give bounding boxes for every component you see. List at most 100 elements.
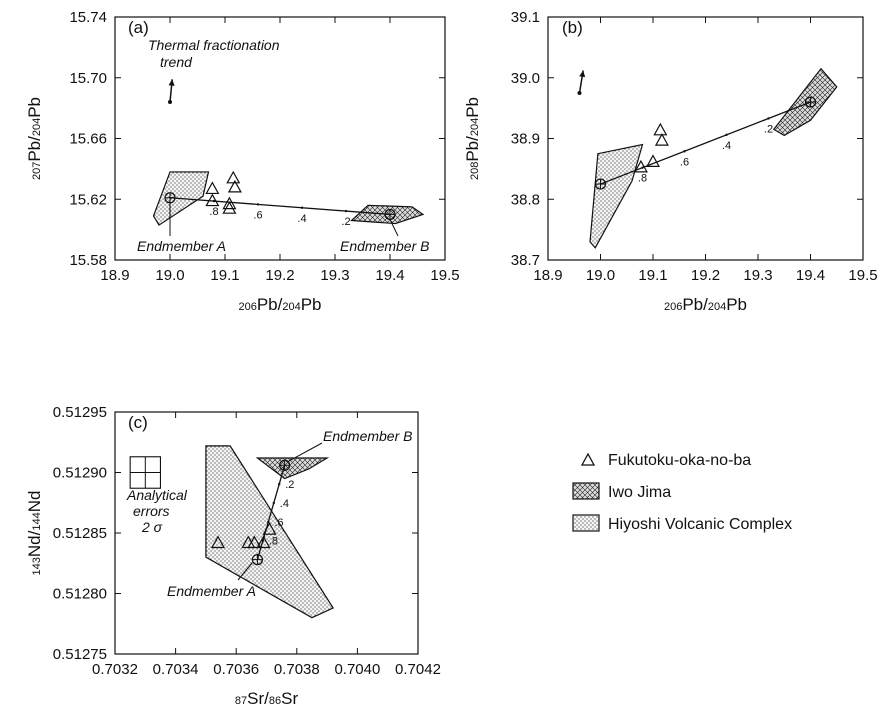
x-tick-label: 19.4 (796, 267, 825, 284)
y-tick-label: 0.51280 (53, 586, 107, 603)
mixing-tick-label: .6 (274, 517, 283, 529)
mixing-line (256, 465, 286, 560)
endmember-b-marker (384, 208, 396, 221)
mixing-tick-label: .6 (253, 209, 262, 221)
fukutoku-point (205, 181, 220, 195)
panel-b: 18.9 19.0 19.1 19.2 19.3 19.4 19.5 38.7 38.8 38.9… (463, 9, 878, 314)
mixing-line (600, 101, 811, 185)
mixing-tick-mark (767, 117, 770, 120)
mixing-tick-mark (278, 482, 281, 486)
legend-label-iwo-jima: Iwo Jima (608, 484, 671, 501)
endmember-b-marker (804, 96, 817, 108)
legend-label-fukutoku: Fukutoku-oka-no-ba (608, 452, 751, 469)
x-tick-label: 0.7042 (395, 661, 441, 678)
mixing-tick-mark (212, 199, 216, 203)
y-axis-label: 208Pb/204Pb (463, 97, 482, 180)
y-axis-label: 143Nd/144Nd (25, 491, 44, 576)
hiyoshi-field (589, 143, 644, 249)
x-tick-label: 19.2 (691, 267, 720, 284)
mixing-tick-mark (641, 166, 644, 169)
fukutoku-point (222, 196, 237, 210)
thermal-trend-label: Thermal fractionation (148, 37, 280, 53)
mixing-tick-mark (256, 203, 260, 206)
mixing-line (169, 197, 391, 216)
mixing-tick-label: .4 (280, 498, 289, 510)
endmember-b-leader (288, 442, 323, 462)
panel-tag: (a) (128, 18, 149, 37)
mixing-tick-label: .4 (722, 140, 731, 152)
legend-item-iwo-jima: Iwo Jima (572, 482, 671, 501)
y-tick-label: 0.51290 (53, 465, 107, 482)
x-tick-label: 19.0 (155, 267, 184, 284)
mixing-tick-mark (344, 209, 348, 213)
endmember-a-marker (251, 554, 264, 566)
legend-crosshatch-icon (572, 482, 600, 500)
x-tick-label: 19.3 (743, 267, 772, 284)
legend-item-fukutoku: Fukutoku-oka-no-ba (580, 452, 751, 469)
endmember-b-leader (389, 219, 399, 237)
x-tick-label: 19.1 (638, 267, 667, 284)
panel-c: 0.7032 0.7034 0.7036 0.7038 0.7040 0.7042 0.51… (25, 404, 441, 708)
y-tick-label: 0.51275 (53, 646, 107, 663)
fukutoku-point (211, 535, 226, 549)
y-tick-label: 39.1 (511, 9, 540, 26)
fukutoku-point (205, 193, 220, 207)
x-tick-label: 19.2 (265, 267, 294, 284)
mixing-tick-mark (272, 501, 275, 505)
endmember-a-marker (594, 178, 607, 190)
y-tick-label: 15.66 (69, 131, 107, 148)
hiyoshi-field (205, 445, 335, 619)
x-tick-label: 19.4 (375, 267, 404, 284)
fukutoku-point (247, 535, 262, 549)
x-tick-label: 18.9 (533, 267, 562, 284)
x-tick-label: 0.7040 (334, 661, 380, 678)
x-axis-label: 206Pb/204Pb (238, 295, 321, 314)
fukutoku-point (633, 159, 648, 173)
y-tick-label: 39.0 (511, 70, 540, 87)
analytical-errors-label-2: errors (133, 503, 170, 519)
y-tick-label: 15.58 (69, 252, 107, 269)
fukutoku-point (256, 535, 271, 549)
y-tick-label: 15.62 (69, 191, 107, 208)
endmember-b-label: Endmember B (340, 238, 429, 254)
x-tick-label: 0.7034 (153, 661, 199, 678)
fukutoku-point (222, 201, 237, 214)
endmember-a-marker (164, 192, 176, 204)
mixing-tick-label: .6 (680, 156, 689, 168)
iwo-jima-field (255, 457, 330, 480)
mixing-tick-mark (300, 206, 304, 209)
trend-arrow-head (579, 70, 586, 78)
mixing-tick-label: .8 (638, 173, 647, 185)
trend-arrow-head (168, 79, 175, 86)
legend: Fukutoku-oka-no-ba Iwo Jima Hiyoshi Volc… (572, 452, 792, 533)
legend-item-hiyoshi: Hiyoshi Volcanic Complex (572, 514, 792, 533)
endmember-b-marker (279, 459, 291, 471)
mixing-tick-mark (267, 520, 270, 524)
endmember-a-label: Endmember A (167, 583, 256, 599)
x-tick-label: 18.9 (100, 267, 129, 284)
analytical-errors-label: Analytical (126, 487, 188, 503)
fukutoku-point (654, 133, 669, 146)
x-tick-label: 0.7032 (92, 661, 138, 678)
fukutoku-point (226, 170, 241, 184)
x-tick-label: 19.3 (320, 267, 349, 284)
x-tick-label: 0.7038 (274, 661, 320, 678)
y-tick-label: 38.7 (511, 252, 540, 269)
analytical-errors-sigma: 2 σ (141, 519, 163, 535)
endmember-b-label: Endmember B (323, 428, 412, 444)
endmember-a-leader (237, 562, 253, 581)
mixing-tick-label: .8 (269, 536, 278, 548)
y-tick-label: 15.74 (69, 9, 107, 26)
thermal-trend-label-2: trend (160, 54, 193, 70)
panel-a: 18.9 19.0 19.1 19.2 19.3 19.4 19.5 15.58 15.62 15… (25, 9, 460, 314)
x-tick-label: 19.5 (848, 267, 877, 284)
panel-tag: (b) (562, 18, 583, 37)
mixing-tick-mark (261, 539, 265, 542)
mixing-tick-label: .4 (297, 213, 306, 225)
y-tick-label: 15.70 (69, 70, 107, 87)
fukutoku-point (262, 522, 277, 535)
mixing-tick-mark (683, 150, 686, 153)
x-axis-label: 206Pb/204Pb (664, 295, 747, 314)
x-tick-label: 0.7036 (213, 661, 259, 678)
